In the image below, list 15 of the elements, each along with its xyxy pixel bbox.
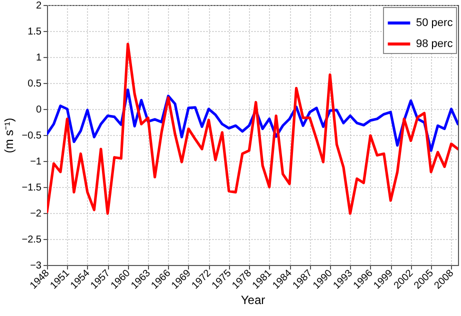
legend-label: 50 perc <box>416 17 454 29</box>
y-tick-label: −3 <box>30 260 42 272</box>
y-tick-label: −1 <box>30 156 42 168</box>
x-axis-title: Year <box>240 292 266 307</box>
y-tick-label: 2 <box>36 0 42 12</box>
y-tick-label: −0.5 <box>22 130 42 142</box>
y-tick-label: −1.5 <box>22 182 42 194</box>
y-tick-label: −2 <box>30 208 42 220</box>
y-tick-label: 0.5 <box>28 78 42 90</box>
legend-label: 98 perc <box>416 38 454 50</box>
y-tick-label: 0 <box>36 104 42 116</box>
y-tick-label: 1.5 <box>28 26 42 38</box>
y-tick-label: −2.5 <box>22 234 42 246</box>
y-tick-label: 1 <box>36 52 42 64</box>
y-axis-title: (m s⁻¹) <box>2 118 16 154</box>
